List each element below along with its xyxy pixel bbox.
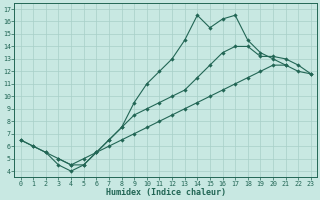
X-axis label: Humidex (Indice chaleur): Humidex (Indice chaleur) <box>106 188 226 197</box>
